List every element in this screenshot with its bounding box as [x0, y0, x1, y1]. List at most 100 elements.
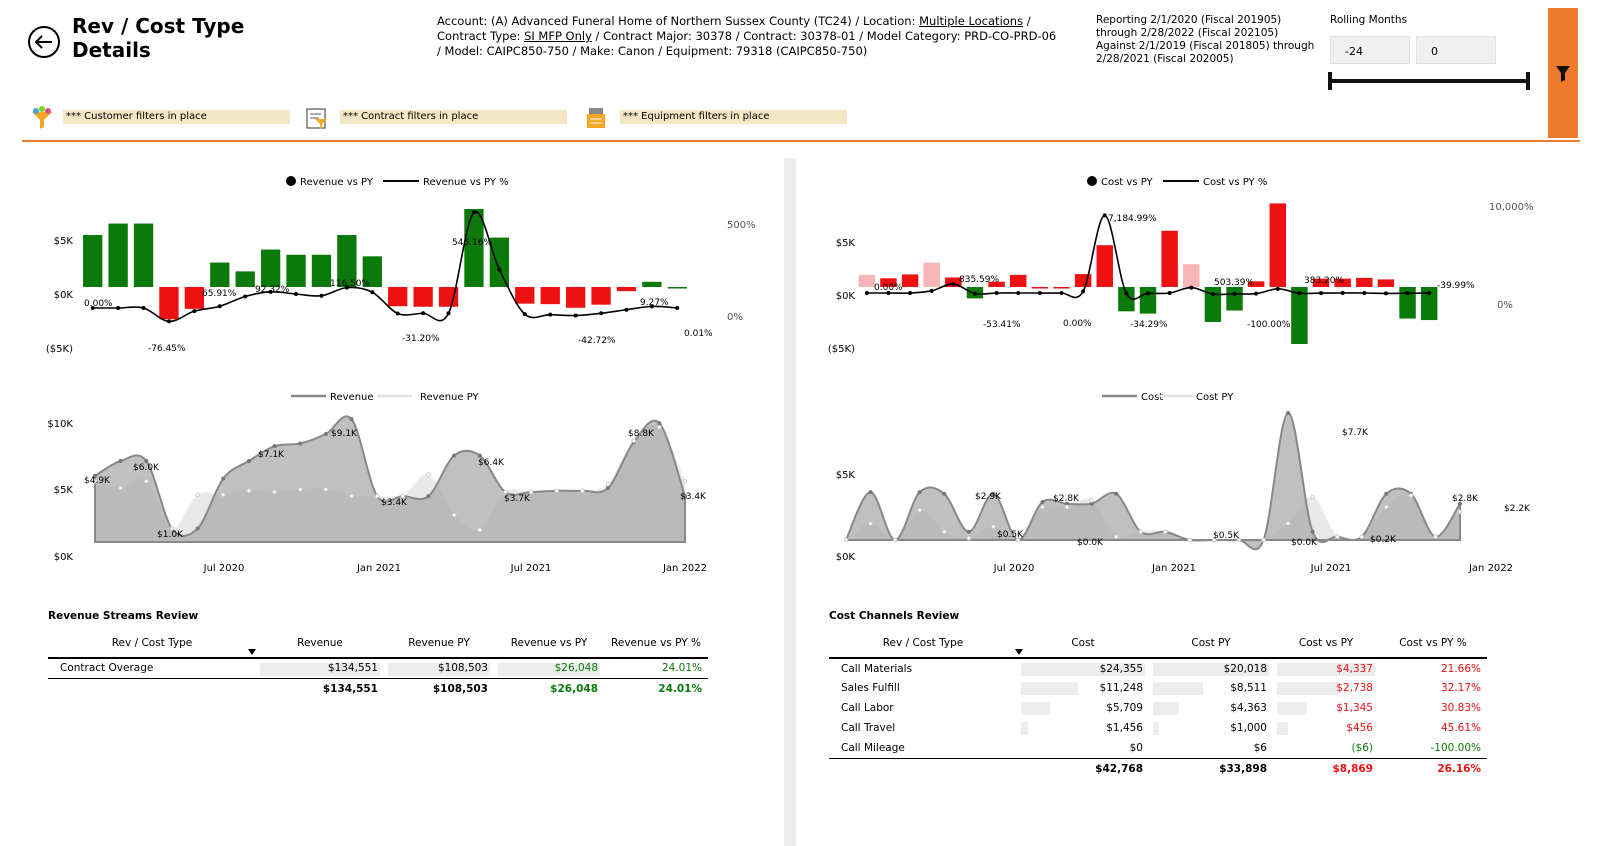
pct-point [370, 290, 375, 295]
column-header-type[interactable]: Rev / Cost Type [48, 628, 256, 659]
legend-label-revenue: Revenue [330, 392, 374, 403]
legend-label-cost-py: Cost PY [1196, 392, 1234, 403]
variance-bar [858, 274, 876, 287]
rolling-start-input[interactable]: -24 [1330, 36, 1410, 64]
pct-point [1210, 292, 1215, 297]
table-row[interactable]: Call Materials $24,355 $20,018 $4,337 21.66% [829, 658, 1487, 678]
pct-point [90, 306, 95, 310]
row-type: Call Mileage [841, 741, 905, 754]
slider-handle-start[interactable] [1328, 72, 1332, 90]
bars-group [83, 209, 687, 320]
rolling-end-input[interactable]: 0 [1416, 36, 1496, 64]
y-tick-label: $0K [54, 552, 74, 563]
area-py-point [966, 536, 972, 541]
row-cost-py: $20,018 [1149, 658, 1273, 678]
column-header-revenue-vs-py-pct[interactable]: Revenue vs PY % [604, 628, 708, 659]
area-point [1310, 529, 1315, 534]
filter-pane-toggle[interactable] [1548, 8, 1578, 138]
column-header-revenue-py[interactable]: Revenue PY [384, 628, 494, 659]
area-py-point [991, 524, 996, 530]
equipment-filter-icon[interactable] [584, 106, 608, 130]
area-point [1040, 500, 1045, 505]
pct-point [1016, 291, 1021, 295]
data-bar [1277, 682, 1339, 695]
cost-channels-title: Cost Channels Review [829, 610, 960, 622]
y-tick-label: $5K [836, 238, 856, 249]
x-tick-label: Jul 2020 [993, 563, 1035, 574]
column-header-type[interactable]: Rev / Cost Type [829, 628, 1023, 659]
x-tick-label: Jul 2021 [510, 563, 552, 574]
variance-bar [988, 281, 1005, 287]
y-tick-label: $5K [836, 470, 856, 481]
row-type: Sales Fulfill [841, 682, 900, 694]
area-py-point [1212, 537, 1217, 543]
pct-point [217, 304, 222, 309]
column-header-cost-vs-py-pct[interactable]: Cost vs PY % [1379, 628, 1487, 659]
variance-bar [1183, 264, 1200, 287]
pct-point [1146, 291, 1150, 296]
legend-label-cost: Cost [1141, 392, 1163, 403]
revenue-streams-table: Rev / Cost Type Revenue Revenue PY Reven… [48, 628, 708, 700]
column-header-cost[interactable]: Cost [1017, 628, 1149, 659]
pct-point [1059, 291, 1064, 295]
pct-line [866, 214, 1430, 300]
data-label: $0.5K [997, 530, 1024, 540]
data-label: 0.00% [1063, 319, 1092, 329]
area-py-point [503, 489, 508, 495]
pct-point [951, 281, 956, 286]
row-cost-py: $8,511 [1149, 678, 1273, 698]
area-py-point [349, 493, 354, 499]
table-row[interactable]: Sales Fulfill $11,248 $8,511 $2,738 32.17% [829, 678, 1487, 698]
page-title-line1: Rev / Cost Type [72, 14, 245, 38]
pct-point [675, 305, 680, 310]
data-label: $0.5K [1213, 531, 1240, 541]
area-py-point [118, 485, 123, 491]
contract-type-link[interactable]: SI MFP Only [524, 29, 592, 43]
table-row[interactable]: Call Labor $5,709 $4,363 $1,345 30.83% [829, 698, 1487, 718]
variance-bar [1420, 287, 1438, 321]
legend-label-revenue-py: Revenue PY [420, 392, 480, 403]
total-cost-py: $33,898 [1149, 757, 1273, 780]
total-row: $42,768 $33,898 $8,869 26.16% [829, 757, 1487, 780]
pct-point [1232, 291, 1237, 296]
area-point [221, 476, 226, 481]
area-py-point [374, 493, 380, 499]
data-bar [498, 663, 600, 676]
total-cost-vs-py: $8,869 [1273, 757, 1379, 780]
reporting-line4: 2/28/2021 (Fiscal 202005) [1096, 53, 1234, 65]
area-point [452, 453, 457, 458]
data-label: 503.39% [1214, 278, 1254, 288]
slider-handle-end[interactable] [1526, 72, 1530, 90]
pct-point [1124, 291, 1129, 296]
row-revenue: $134,551 [256, 658, 384, 678]
column-header-cost-py[interactable]: Cost PY [1149, 628, 1273, 659]
area-point [942, 491, 947, 496]
data-label: 65.91% [202, 289, 237, 299]
revenue-streams-title: Revenue Streams Review [48, 610, 199, 622]
table-row[interactable]: Contract Overage $134,551 $108,503 $26,048 2… [48, 658, 708, 678]
row-type: Call Labor [841, 702, 894, 714]
data-label: 0.00% [84, 299, 113, 309]
back-button[interactable] [28, 26, 60, 58]
variance-bar [515, 287, 535, 304]
area-point [195, 526, 200, 531]
customer-filter-notice: *** Customer filters in place [63, 110, 290, 124]
area-py-point [528, 489, 534, 495]
column-header-cost-vs-py[interactable]: Cost vs PY [1273, 628, 1379, 659]
row-type: Call Materials [841, 662, 913, 675]
y-tick-label: $0K [836, 552, 856, 563]
row-cost: $24,355 [1017, 658, 1149, 678]
customer-filter-icon[interactable] [30, 106, 54, 130]
column-header-revenue-vs-py[interactable]: Revenue vs PY [494, 628, 604, 659]
contract-filter-icon[interactable] [305, 106, 329, 130]
sort-descending-icon[interactable] [248, 649, 256, 655]
table-row[interactable]: Call Mileage $0 $6 ($6) -100.00% [829, 738, 1487, 758]
column-header-revenue[interactable]: Revenue [256, 628, 384, 659]
pct-line [92, 211, 678, 323]
data-label: $7.1K [258, 450, 285, 460]
table-row[interactable]: Call Travel $1,456 $1,000 $456 45.61% [829, 718, 1487, 738]
location-link[interactable]: Multiple Locations [919, 14, 1024, 28]
rolling-months-slider[interactable] [1330, 79, 1528, 83]
page-title-line2: Details [72, 38, 151, 62]
pct-points-group [90, 210, 680, 324]
